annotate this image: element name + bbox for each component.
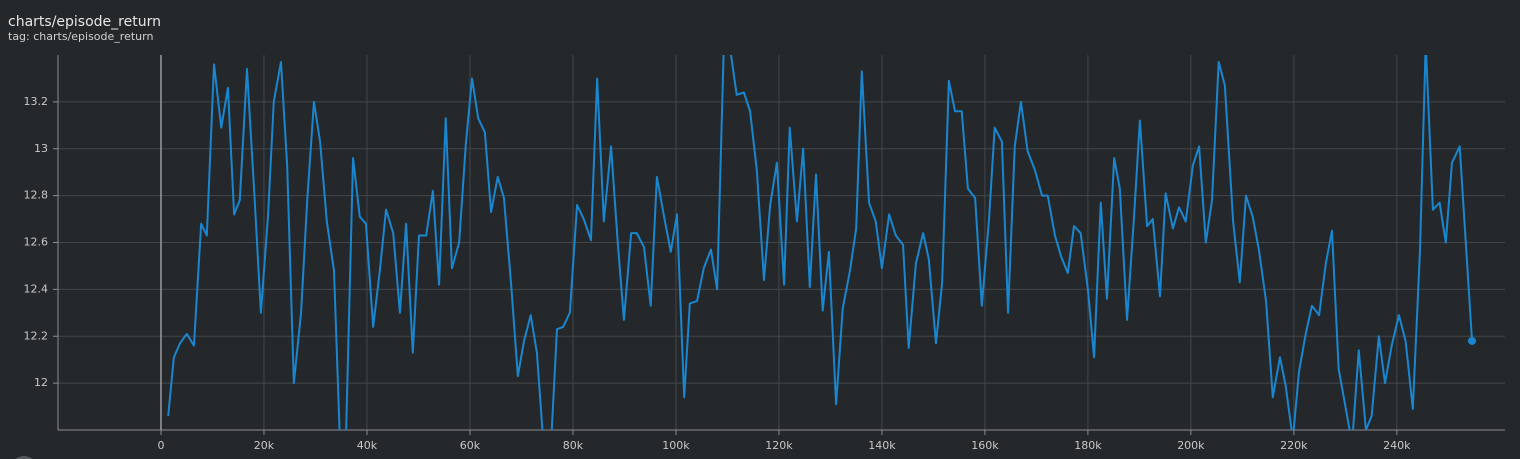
x-tick-label: 0 <box>157 439 164 452</box>
x-tick-label: 160k <box>971 439 999 452</box>
grid <box>58 55 1505 430</box>
x-tick-label: 60k <box>460 439 481 452</box>
y-tick-label: 12.4 <box>24 282 49 295</box>
x-tick-label: 120k <box>765 439 793 452</box>
chart-subtitle: tag: charts/episode_return <box>8 30 153 43</box>
last-point <box>1468 336 1477 345</box>
toggle-button[interactable] <box>10 456 38 459</box>
x-tick-label: 80k <box>563 439 584 452</box>
y-tick-label: 13 <box>34 142 48 155</box>
y-tick-label: 12.6 <box>24 236 49 249</box>
y-tick-label: 13.2 <box>24 95 49 108</box>
y-tick-label: 12.2 <box>24 329 49 342</box>
series-line <box>167 55 1474 430</box>
y-tick-label: 12 <box>34 376 48 389</box>
x-tick-label: 180k <box>1074 439 1102 452</box>
axes: 12 12.2 12.4 12.6 12.8 13 13.2 0 20k 40k 60k 80k 100… <box>24 55 1505 452</box>
x-tick-label: 100k <box>662 439 690 452</box>
x-tick-label: 140k <box>868 439 896 452</box>
x-tick-label: 240k <box>1383 439 1411 452</box>
plot-area <box>167 55 1477 430</box>
x-tick-label: 200k <box>1177 439 1205 452</box>
y-tick-label: 12.8 <box>24 189 49 202</box>
x-tick-label: 220k <box>1280 439 1308 452</box>
chart-title: charts/episode_return <box>8 14 161 30</box>
x-tick-label: 40k <box>357 439 378 452</box>
x-tick-label: 20k <box>254 439 275 452</box>
